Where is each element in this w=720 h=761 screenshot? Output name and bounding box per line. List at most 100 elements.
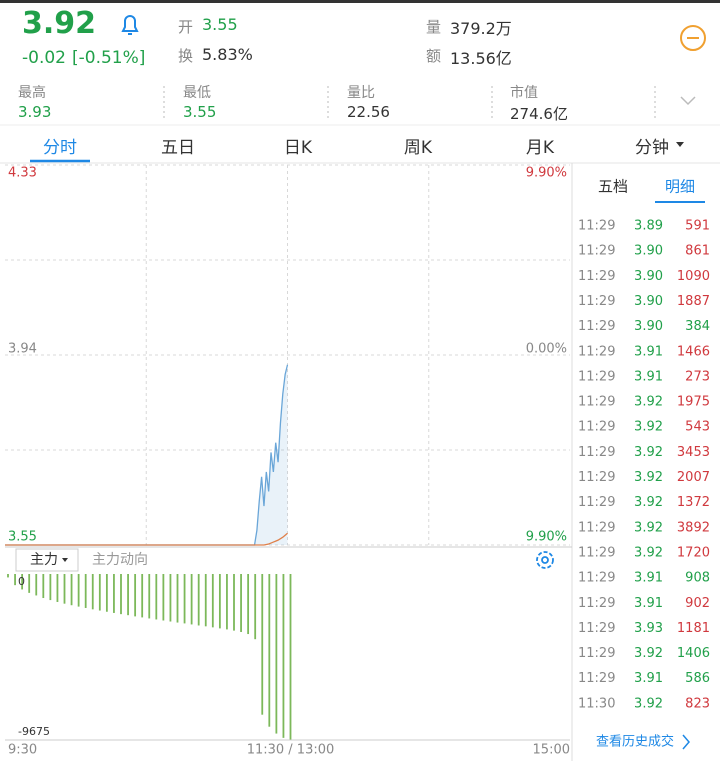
- bar: [218, 574, 221, 629]
- y2-tick-label: 9.90%: [526, 166, 567, 181]
- trade-time: 11:29: [578, 571, 615, 586]
- history-link[interactable]: 查看历史成交: [596, 734, 674, 750]
- y-tick-label: 0: [18, 575, 25, 588]
- amount-value: 13.56亿: [450, 49, 512, 68]
- panel-tab[interactable]: 五档: [598, 178, 628, 196]
- price-change-pct: [-0.51%]: [72, 48, 146, 68]
- trade-price: 3.92: [634, 646, 663, 661]
- status-strip: [0, 0, 720, 3]
- trade-volume: 1975: [677, 395, 710, 410]
- indicator-title: 主力动向: [92, 552, 148, 568]
- trade-price: 3.90: [634, 294, 663, 309]
- trade-time: 11:29: [578, 244, 615, 259]
- bar: [226, 574, 228, 630]
- trade-volume: 1887: [677, 294, 710, 309]
- tab[interactable]: 分钟: [635, 138, 669, 158]
- price-area: [5, 364, 288, 545]
- trade-price: 3.91: [634, 596, 663, 611]
- trade-volume: 908: [685, 571, 710, 586]
- bar: [148, 574, 151, 619]
- amount-label: 额: [426, 47, 442, 65]
- trade-time: 11:29: [578, 671, 615, 686]
- bar: [211, 574, 214, 628]
- trade-price: 3.92: [634, 520, 663, 535]
- tab[interactable]: 五日: [161, 138, 195, 158]
- trade-price: 3.92: [634, 445, 663, 460]
- bar: [289, 574, 292, 740]
- trade-volume: 1372: [677, 495, 710, 510]
- trade-volume: 3453: [677, 445, 710, 460]
- trade-time: 11:29: [578, 294, 615, 309]
- bar: [28, 574, 31, 593]
- bar: [105, 574, 108, 612]
- bar: [127, 574, 129, 616]
- trade-volume: 1406: [677, 646, 710, 661]
- y-tick-label: 3.55: [8, 530, 37, 545]
- trade-price: 3.89: [634, 219, 663, 234]
- bar: [247, 574, 250, 635]
- indicator-selector[interactable]: 主力: [30, 552, 58, 568]
- stat-label: 最高: [18, 85, 46, 101]
- open-label: 开: [178, 18, 194, 36]
- collapse-button[interactable]: [680, 25, 706, 51]
- trade-volume: 586: [685, 671, 710, 686]
- bar: [120, 574, 122, 615]
- volume-value: 379.2万: [450, 19, 512, 38]
- trade-price: 3.91: [634, 571, 663, 586]
- bar: [21, 574, 24, 590]
- bar: [261, 574, 264, 715]
- trade-volume: 273: [685, 369, 710, 384]
- trade-time: 11:29: [578, 269, 615, 284]
- bar: [190, 574, 193, 625]
- stat-label: 市值: [510, 85, 538, 101]
- bar: [183, 574, 186, 624]
- bar: [155, 574, 158, 620]
- trade-price: 3.91: [634, 369, 663, 384]
- y2-tick-label: 0.00%: [526, 342, 567, 357]
- trade-volume: 1090: [677, 269, 710, 284]
- trade-volume: 1466: [677, 344, 710, 359]
- trade-price: 3.92: [634, 420, 663, 435]
- tab[interactable]: 日K: [283, 138, 313, 158]
- x-tick-label: 15:00: [533, 743, 570, 758]
- average-line: [5, 532, 288, 546]
- trade-price: 3.91: [634, 671, 663, 686]
- settings-icon[interactable]: [536, 551, 554, 569]
- bar: [204, 574, 207, 627]
- bar: [35, 574, 38, 596]
- selector-box[interactable]: [15, 548, 79, 572]
- stat-separators: [163, 86, 656, 118]
- trade-volume: 384: [685, 319, 710, 334]
- trade-volume: 543: [685, 420, 710, 435]
- trade-price: 3.90: [634, 244, 663, 259]
- bar: [98, 574, 101, 611]
- trade-volume: 861: [685, 244, 710, 259]
- price-change: -0.02: [22, 48, 66, 68]
- bar: [70, 574, 73, 606]
- trade-time: 11:29: [578, 545, 615, 560]
- bar: [275, 574, 278, 734]
- trade-price: 3.90: [634, 269, 663, 284]
- expand-chevron[interactable]: [680, 96, 696, 106]
- tab[interactable]: 周K: [403, 138, 433, 158]
- tab[interactable]: 月K: [525, 138, 555, 158]
- trade-volume: 3892: [677, 520, 710, 535]
- trade-time: 11:30: [578, 696, 615, 711]
- stat-value: 3.93: [18, 103, 52, 121]
- bar: [134, 574, 137, 617]
- trade-volume: 2007: [677, 470, 710, 485]
- bar: [169, 574, 172, 622]
- stat-value: 274.6亿: [510, 105, 568, 123]
- dropdown-arrow: [62, 558, 68, 562]
- trade-volume: 1720: [677, 545, 710, 560]
- y2-tick-label: 9.90%: [526, 530, 567, 545]
- bell-icon[interactable]: [121, 15, 139, 35]
- trade-time: 11:29: [578, 621, 615, 636]
- panel-tab-active[interactable]: 明细: [665, 178, 695, 196]
- tab-active[interactable]: 分时: [43, 138, 77, 158]
- bar: [113, 574, 115, 613]
- trade-volume: 1181: [677, 621, 710, 636]
- stat-value: 3.55: [183, 103, 217, 121]
- trade-time: 11:29: [578, 470, 615, 485]
